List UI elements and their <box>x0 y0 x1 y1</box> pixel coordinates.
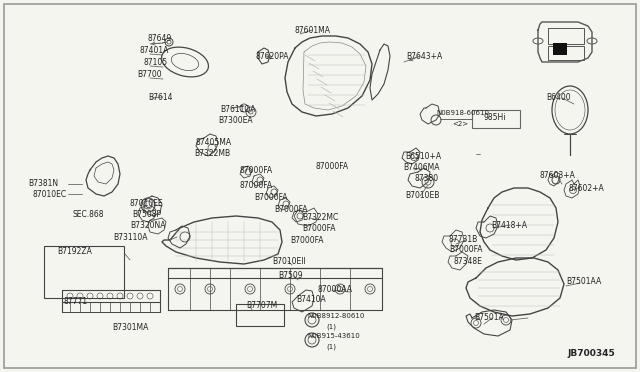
Text: B7381N: B7381N <box>28 179 58 187</box>
Text: 87380: 87380 <box>415 173 439 183</box>
Text: 87649: 87649 <box>148 33 172 42</box>
Text: N0B8912-80610: N0B8912-80610 <box>307 313 364 319</box>
Text: B7508P: B7508P <box>132 209 161 218</box>
Bar <box>548 46 584 60</box>
Text: 87401A: 87401A <box>140 45 170 55</box>
Text: B6400: B6400 <box>546 93 571 102</box>
Text: B7611QA: B7611QA <box>220 105 255 113</box>
Text: B7643+A: B7643+A <box>406 51 442 61</box>
Text: (1): (1) <box>326 324 336 330</box>
Text: B7322MC: B7322MC <box>302 212 339 221</box>
Text: B7418+A: B7418+A <box>491 221 527 230</box>
Text: B7010EII: B7010EII <box>272 257 306 266</box>
Text: B7501AA: B7501AA <box>566 278 601 286</box>
Text: B7000FA: B7000FA <box>290 235 323 244</box>
Bar <box>472 110 520 128</box>
Text: B73110A: B73110A <box>113 232 147 241</box>
Text: 87603+A: 87603+A <box>540 170 576 180</box>
Text: SEC.868: SEC.868 <box>72 209 104 218</box>
Text: B7320NA: B7320NA <box>130 221 166 230</box>
Text: B7000FA: B7000FA <box>274 205 307 214</box>
Text: JB700345: JB700345 <box>567 350 615 359</box>
Text: (1): (1) <box>326 344 336 350</box>
Text: B7192ZA: B7192ZA <box>57 247 92 256</box>
Text: B7707M: B7707M <box>246 301 277 311</box>
Text: 87000FA: 87000FA <box>240 180 273 189</box>
Text: 985Hi: 985Hi <box>484 112 506 122</box>
Text: 87620PA: 87620PA <box>255 51 289 61</box>
Text: B7700: B7700 <box>137 70 162 78</box>
Bar <box>553 43 567 55</box>
Text: 87105: 87105 <box>143 58 167 67</box>
Bar <box>44 246 124 298</box>
Text: 87000FA: 87000FA <box>240 166 273 174</box>
Text: B7509: B7509 <box>278 270 303 279</box>
Text: B7614: B7614 <box>148 93 173 102</box>
Text: 87602+A: 87602+A <box>569 183 605 192</box>
Text: B7010EB: B7010EB <box>405 190 440 199</box>
Text: B6510+A: B6510+A <box>405 151 441 160</box>
Text: 87000AA: 87000AA <box>318 285 353 295</box>
Bar <box>236 304 284 326</box>
Text: B7501A: B7501A <box>474 312 504 321</box>
Text: B7410A: B7410A <box>296 295 326 305</box>
Text: B7000FA: B7000FA <box>254 192 287 202</box>
Text: 87405MA: 87405MA <box>196 138 232 147</box>
Text: 87010EC: 87010EC <box>32 189 66 199</box>
Text: 87601MA: 87601MA <box>295 26 331 35</box>
Text: <2>: <2> <box>452 121 468 127</box>
Text: B7406MA: B7406MA <box>403 163 440 171</box>
Text: N0B915-43610: N0B915-43610 <box>307 333 360 339</box>
Text: 87010EE: 87010EE <box>130 199 164 208</box>
Text: B7300EA: B7300EA <box>218 115 253 125</box>
Text: B7000FA: B7000FA <box>449 246 483 254</box>
Text: 87348E: 87348E <box>454 257 483 266</box>
Text: 87731B: 87731B <box>449 234 478 244</box>
Text: 87771: 87771 <box>63 296 87 305</box>
Text: B7301MA: B7301MA <box>112 324 148 333</box>
Text: B7322MB: B7322MB <box>194 148 230 157</box>
Text: N0B918-60610: N0B918-60610 <box>436 110 489 116</box>
Text: 87000FA: 87000FA <box>316 161 349 170</box>
Bar <box>548 28 584 44</box>
Text: B7000FA: B7000FA <box>302 224 335 232</box>
